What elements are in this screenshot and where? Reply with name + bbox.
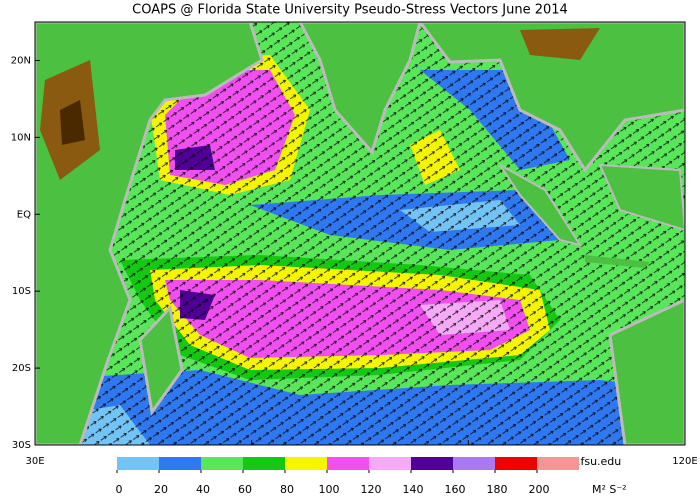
colorbar-label: 60 xyxy=(238,483,252,496)
colorbar-swatch xyxy=(159,457,201,470)
y-tick-label: 10N xyxy=(11,132,31,143)
colorbar-swatch xyxy=(201,457,243,470)
colorbar-swatch xyxy=(495,457,537,470)
colorbar-swatch xyxy=(537,457,579,470)
colorbar-swatch xyxy=(453,457,495,470)
colorbar-label: 80 xyxy=(280,483,294,496)
colorbar-label: 180 xyxy=(487,483,508,496)
y-tick-label: 10S xyxy=(12,286,31,297)
australia xyxy=(608,298,685,445)
india xyxy=(298,22,422,155)
asia-relief xyxy=(520,28,600,60)
colorbar-swatch xyxy=(243,457,285,470)
y-tick-label: 30S xyxy=(12,440,31,451)
y-tick-label: 20S xyxy=(12,363,31,374)
asia xyxy=(418,22,685,173)
colorbar-label: 200 xyxy=(529,483,550,496)
colorbar-swatch xyxy=(369,457,411,470)
colorbar-unit: M² S⁻² xyxy=(592,483,627,496)
java xyxy=(585,255,650,268)
y-tick-label: 20N xyxy=(11,55,31,66)
colorbar-swatch xyxy=(285,457,327,470)
x-tick-label: 30E xyxy=(25,456,44,467)
colorbar-swatch xyxy=(327,457,369,470)
map-frame xyxy=(34,21,686,446)
colorbar-label: 160 xyxy=(445,483,466,496)
colorbar-label: 0 xyxy=(116,483,123,496)
sumatra xyxy=(499,164,583,247)
title: COAPS @ Florida State University Pseudo-… xyxy=(132,3,568,18)
colorbar-swatch xyxy=(411,457,453,470)
colorbar-label: 120 xyxy=(361,483,382,496)
colorbar-swatch xyxy=(117,457,159,470)
colorbar-label: 100 xyxy=(319,483,340,496)
colorbar-label: 40 xyxy=(196,483,210,496)
y-tick-label: EQ xyxy=(17,209,31,220)
madagascar xyxy=(138,304,184,416)
x-tick-label: 120E xyxy=(672,456,697,467)
borneo xyxy=(598,163,685,232)
africa-relief-dark xyxy=(60,100,85,145)
colorbar-label: 20 xyxy=(154,483,168,496)
map-area xyxy=(35,22,685,445)
colorbar-label: 140 xyxy=(403,483,424,496)
